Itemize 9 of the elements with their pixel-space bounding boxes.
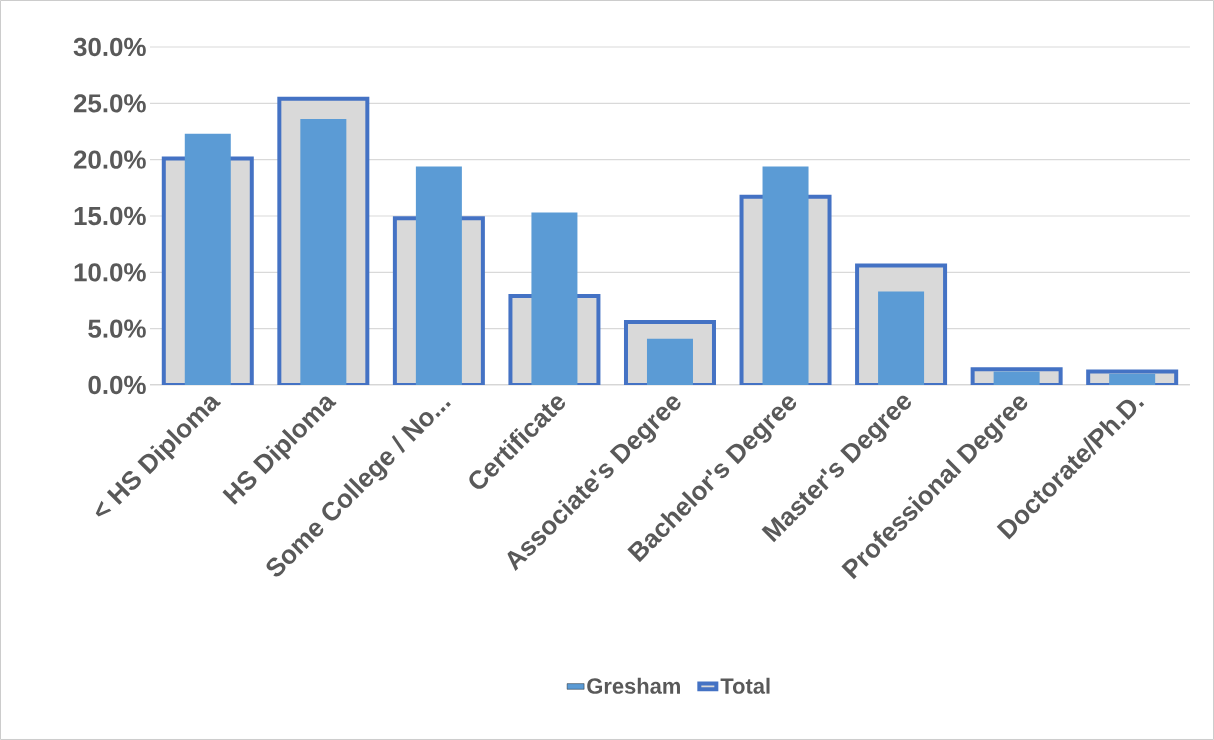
y-tick-label: 30.0% [73, 37, 146, 57]
y-tick-label: 20.0% [73, 150, 146, 169]
legend-label: Gresham [587, 677, 680, 694]
y-tick-label: 15.0% [74, 206, 146, 226]
y-tick-label: 5.0% [88, 319, 146, 338]
legend-label: Total [720, 677, 770, 694]
y-tick-label: 10.0% [74, 263, 146, 282]
y-tick-label: 25.0% [73, 94, 146, 113]
y-tick-label: 0.0% [88, 375, 146, 395]
